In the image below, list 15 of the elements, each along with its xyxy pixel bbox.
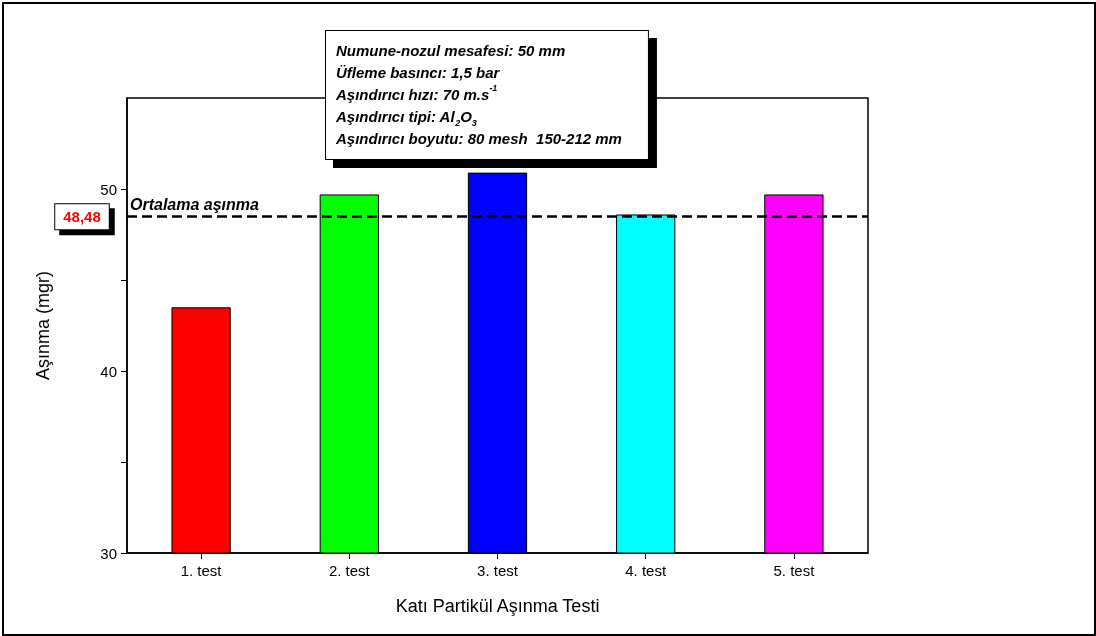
annotation: Aşındırıcı boyutu: 80 mesh 150-212 mm (335, 129, 622, 147)
x-tick-label: 4. test (625, 562, 667, 579)
x-tick-label: 3. test (477, 562, 519, 579)
ref-line-label: Ortalama aşınma (130, 196, 260, 214)
x-tick-label: 1. test (180, 562, 223, 579)
text: Üfleme basıncı: 1,5 bar (336, 63, 501, 81)
y-tick-label: 30 (100, 544, 117, 562)
y-tick-label: 40 (100, 362, 117, 380)
y-axis-title: Aşınma (mgr) (33, 270, 53, 381)
text: 48,48 (63, 208, 101, 226)
x-axis-title: Katı Partikül Aşınma Testi (395, 596, 600, 616)
y-tick-label: 50 (100, 180, 117, 198)
text: Numune-nozul mesafesi: 50 mm (336, 41, 566, 59)
x-tick-label: 5. test (773, 562, 816, 579)
x-tick-label: 2. test (328, 562, 371, 579)
